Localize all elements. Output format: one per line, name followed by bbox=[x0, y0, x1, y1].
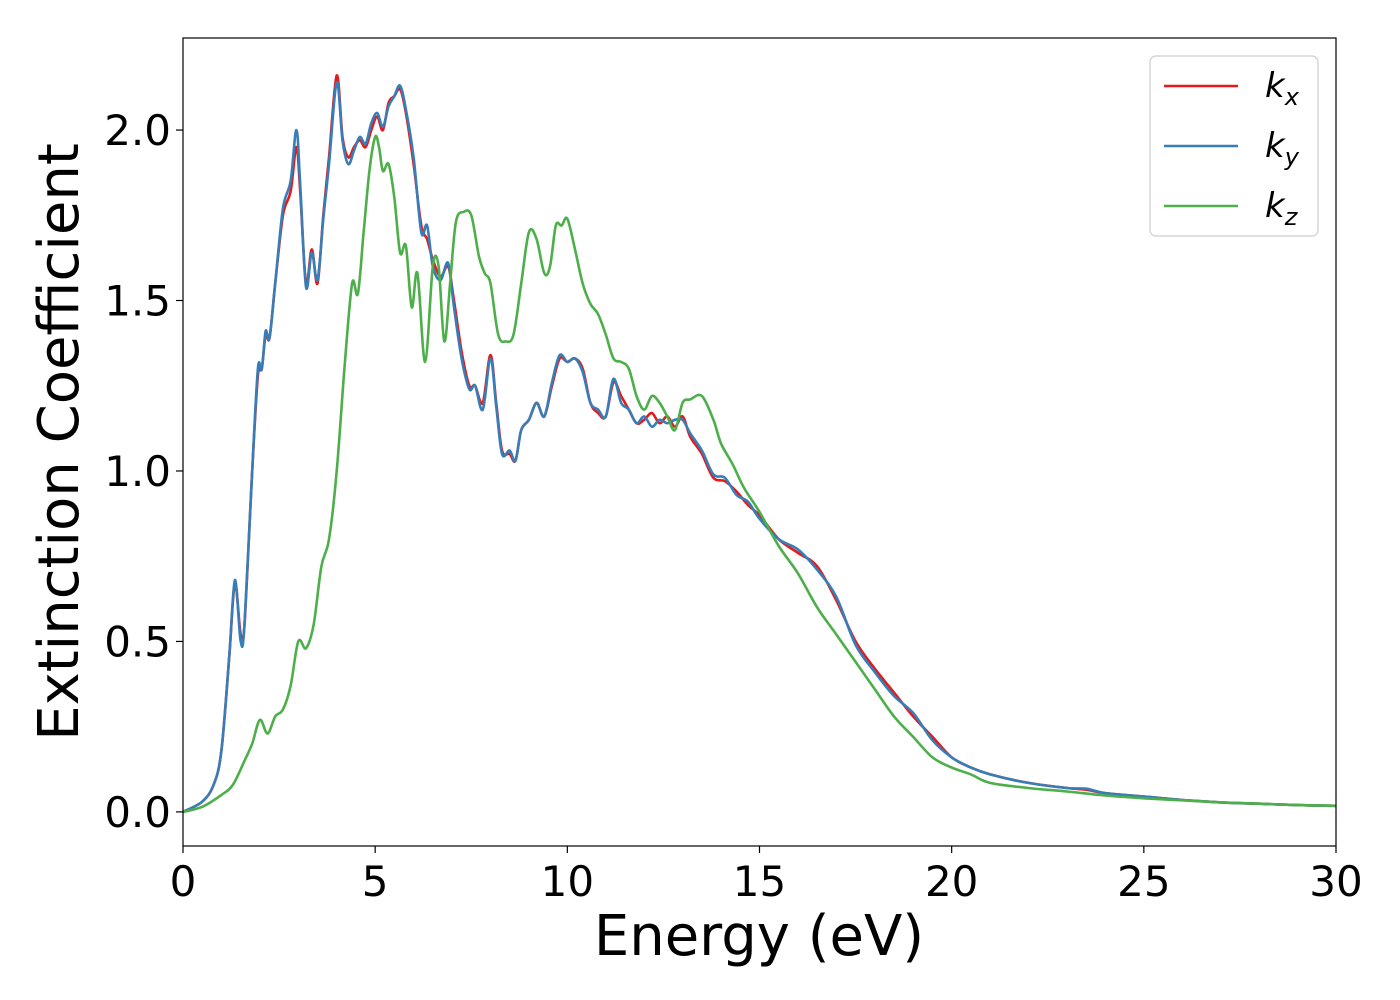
y-axis-label: Extinction Coefficient bbox=[27, 143, 92, 741]
x-tick-label: 15 bbox=[733, 857, 786, 906]
y-tick-label: 1.0 bbox=[104, 447, 171, 496]
x-tick-label: 10 bbox=[541, 857, 594, 906]
x-tick-label: 25 bbox=[1117, 857, 1170, 906]
series-line-ky bbox=[182, 80, 1337, 814]
y-tick-label: 2.0 bbox=[104, 106, 171, 155]
x-tick-label: 20 bbox=[925, 857, 978, 906]
y-tick-label: 0.0 bbox=[104, 788, 171, 837]
y-tick-label: 0.5 bbox=[104, 617, 171, 666]
legend: kx ky kz bbox=[1149, 55, 1319, 237]
legend-label-ky: ky bbox=[1265, 126, 1300, 171]
x-tick-label: 5 bbox=[362, 857, 389, 906]
series-line-kz bbox=[182, 134, 1337, 814]
y-tick-label: 1.5 bbox=[104, 277, 171, 326]
x-tick-label: 30 bbox=[1309, 857, 1362, 906]
x-axis-ticks: 0 5 10 15 20 25 30 bbox=[170, 846, 1363, 906]
y-axis-ticks: 0.0 0.5 1.0 1.5 2.0 bbox=[104, 106, 183, 837]
x-tick-label: 0 bbox=[170, 857, 197, 906]
legend-label-kz: kz bbox=[1265, 186, 1299, 231]
x-axis-label: Energy (eV) bbox=[594, 904, 924, 969]
legend-label-kx: kx bbox=[1265, 66, 1300, 111]
series-lines bbox=[182, 74, 1337, 814]
